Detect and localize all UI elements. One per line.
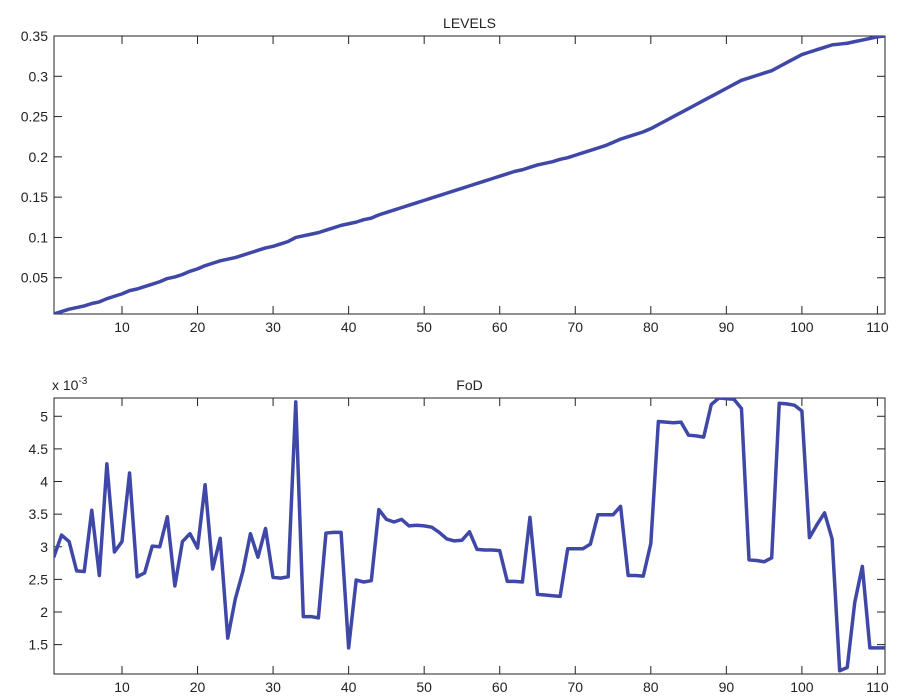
levels-y-tick-label: 0.35 xyxy=(21,28,48,44)
levels-x-tick-label: 100 xyxy=(790,319,814,335)
levels-x-tick-label: 20 xyxy=(190,319,206,335)
fod-axes-box xyxy=(53,397,886,675)
fod-x-tick-label: 110 xyxy=(866,679,889,695)
scale-label-base: x 10 xyxy=(52,377,79,393)
levels-x-tick-label: 50 xyxy=(416,319,432,335)
fod-y-tick-label: 5 xyxy=(40,408,48,424)
levels-y-tick-label: 0.05 xyxy=(21,270,48,286)
levels-x-tick-label: 40 xyxy=(341,319,357,335)
fod-x-tick-label: 100 xyxy=(790,679,814,695)
fod-x-tick-label: 50 xyxy=(416,679,432,695)
levels-x-tick-label: 10 xyxy=(114,319,130,335)
fod-title: FoD xyxy=(456,377,482,393)
levels-x-tick-label: 30 xyxy=(265,319,281,335)
levels-y-tick-label: 0.15 xyxy=(21,189,48,205)
fod-x-tick-label: 40 xyxy=(341,679,357,695)
fod-x-tick-label: 70 xyxy=(567,679,583,695)
scale-label-exponent: -3 xyxy=(78,376,87,387)
levels-y-tick-label: 0.3 xyxy=(29,68,49,84)
fod-y-tick-label: 1.5 xyxy=(29,637,49,653)
fod-x-tick-label: 60 xyxy=(492,679,508,695)
fod-series-line xyxy=(54,398,885,673)
fod-panel: FoD 10 20 30 40 50 60 70 80 90 100 110 1.5 2 2.5 3 3.5 4 4… xyxy=(29,376,889,695)
levels-y-tick-label: 0.25 xyxy=(21,109,48,125)
levels-x-tick-label: 60 xyxy=(492,319,508,335)
fod-scale-label: x 10-3 xyxy=(52,376,88,393)
levels-title: LEVELS xyxy=(443,15,496,31)
fod-y-tick-label: 4 xyxy=(40,474,48,490)
fod-x-tick-label: 80 xyxy=(643,679,659,695)
levels-panel: LEVELS 10 20 30 40 50 60 70 80 90 100 110 0.05 0.1 0.1… xyxy=(21,15,889,335)
fod-x-tick-label: 90 xyxy=(719,679,735,695)
levels-x-tick-label: 90 xyxy=(719,319,735,335)
fod-y-tick-label: 3 xyxy=(40,539,48,555)
fod-x-tick-label: 10 xyxy=(114,679,130,695)
levels-y-tick-label: 0.1 xyxy=(29,229,49,245)
levels-axes-box xyxy=(53,35,886,315)
fod-y-tick-label: 2.5 xyxy=(29,571,49,587)
fod-y-tick-label: 3.5 xyxy=(29,506,49,522)
fod-y-tick-label: 2 xyxy=(40,604,48,620)
fod-y-tick-label: 4.5 xyxy=(29,441,49,457)
levels-x-tick-label: 80 xyxy=(643,319,659,335)
levels-x-tick-label: 110 xyxy=(866,319,889,335)
fod-x-tick-label: 30 xyxy=(265,679,281,695)
levels-x-tick-label: 70 xyxy=(567,319,583,335)
fod-x-tick-label: 20 xyxy=(190,679,206,695)
levels-series-line xyxy=(54,36,885,314)
levels-y-tick-label: 0.2 xyxy=(29,149,49,165)
